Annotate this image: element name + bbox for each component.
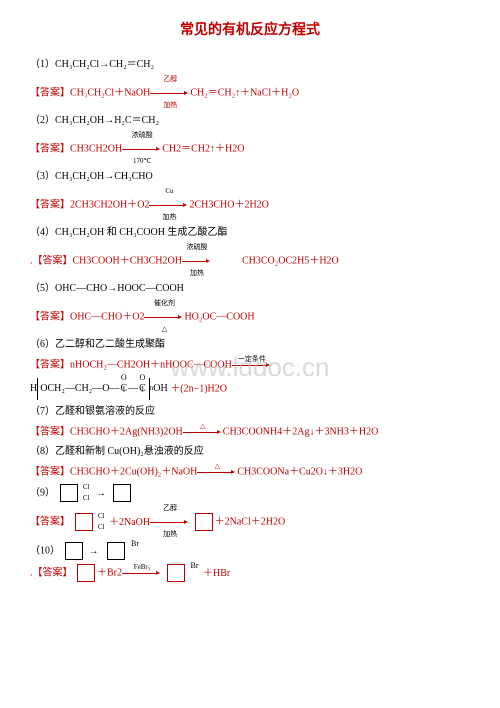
question-1: （1）CH₃CH₂Cl→CH₂＝CH₂ bbox=[30, 57, 470, 73]
page-title: 常见的有机反应方程式 bbox=[30, 20, 470, 42]
answer-4: .【答案】CH3COOH＋CH3CH2OH浓硫酸加热CH3CO₂OC2H5＋H2… bbox=[30, 245, 470, 277]
question-9: （9） ClCl → bbox=[30, 484, 470, 502]
question-6: （6）乙二醇和乙二酸生成聚酯 bbox=[30, 337, 470, 353]
answer-5: 【答案】OHC—CHO＋O2催化剂△HO₂OC—COOH bbox=[30, 301, 470, 333]
question-8: （8）乙醛和新制 Cu(OH)₂悬浊液的反应 bbox=[30, 444, 470, 460]
answer-6-part1: 【答案】nHOCH₂—CH2OH＋nHOOC—COOH一定条件 bbox=[30, 357, 470, 373]
question-5: （5）OHC—CHO→HOOC—COOH bbox=[30, 281, 470, 297]
question-3: （3）CH₃CH₂OH→CH₃CHO bbox=[30, 169, 470, 185]
answer-1: 【答案】CH₃CH₂Cl＋NaOH乙醇加热CH₂＝CH₂↑＋NaCl＋H₂O bbox=[30, 77, 470, 109]
answer-8: 【答案】CH3CHO＋2Cu(OH)₂＋NaOH△CH3COONa＋Cu2O↓＋… bbox=[30, 464, 470, 480]
question-10: （10） → Br bbox=[30, 542, 470, 560]
question-7: （7）乙醛和银氨溶液的反应 bbox=[30, 404, 470, 420]
question-2: （2）CH₃CH₂OH→H₂C＝CH₂ bbox=[30, 113, 470, 129]
answer-10: .【答案】 ＋Br2FeBr₃ Br ＋HBr bbox=[30, 564, 470, 582]
question-4: （4）CH₃CH₂OH 和 CH₃COOH 生成乙酸乙酯 bbox=[30, 225, 470, 241]
answer-2: 【答案】CH3CH2OH浓硫酸170℃CH2＝CH2↑＋H2O bbox=[30, 133, 470, 165]
answer-7: 【答案】CH3CHO＋2Ag(NH3)2OH△CH3COONH4＋2Ag↓＋3N… bbox=[30, 424, 470, 440]
answer-3: 【答案】2CH3CH2OH＋O2Cu加热2CH3CHO＋2H2O bbox=[30, 189, 470, 221]
answer-6-part2: HOCH₂—CH₂—O—CO‖—CO‖nOH ＋(2n−1)H2O bbox=[30, 378, 470, 400]
answer-9: 【答案】 ClCl ＋2NaOH乙醇加热 ＋2NaCl＋2H2O bbox=[30, 506, 470, 538]
